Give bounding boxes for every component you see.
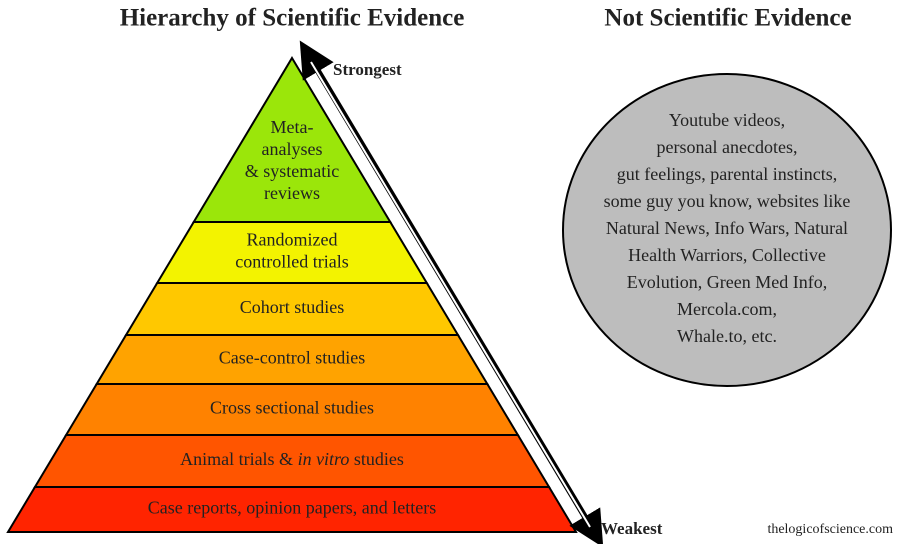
circle-line: gut feelings, parental instincts, — [617, 164, 837, 184]
level-label: analyses — [262, 139, 323, 159]
circle — [562, 73, 892, 387]
arrow-inner — [310, 61, 591, 528]
circle-line: Youtube videos, — [669, 110, 785, 130]
circle-line: Whale.to, etc. — [677, 326, 777, 346]
level-label: & systematic — [245, 161, 339, 181]
level-label-part: in vitro — [298, 449, 350, 469]
circle-line: Mercola.com, — [677, 299, 777, 319]
footer: thelogicofscience.com — [767, 522, 893, 537]
level-label-part: Animal trials & — [180, 449, 297, 469]
level-label: reviews — [264, 183, 320, 203]
left-title: Hierarchy of Scientific Evidence — [120, 5, 465, 32]
weakest-label: Weakest — [601, 519, 663, 538]
level-label: Case-control studies — [219, 348, 365, 368]
circle-text: Youtube videos, personal anecdotes, gut fe… — [604, 110, 851, 346]
right-title: Not Scientific Evidence — [604, 5, 851, 32]
level-label: Cross sectional studies — [210, 398, 374, 418]
level-label: Randomized — [247, 230, 338, 250]
level-label: controlled trials — [235, 252, 348, 272]
level-label: Case reports, opinion papers, and letter… — [148, 498, 436, 518]
circle-line: some guy you know, websites like — [604, 191, 851, 211]
level-label-part: studies — [349, 449, 404, 469]
level-label: Animal trials & in vitro studies — [180, 449, 404, 469]
circle-line: Evolution, Green Med Info, — [627, 272, 827, 292]
circle-line: personal anecdotes, — [657, 137, 798, 157]
strongest-label: Strongest — [333, 60, 402, 79]
level-label: Meta- — [271, 117, 314, 137]
level-label: Cohort studies — [240, 297, 345, 317]
circle-line: Health Warriors, Collective — [628, 245, 826, 265]
circle-line: Natural News, Info Wars, Natural — [606, 218, 848, 238]
